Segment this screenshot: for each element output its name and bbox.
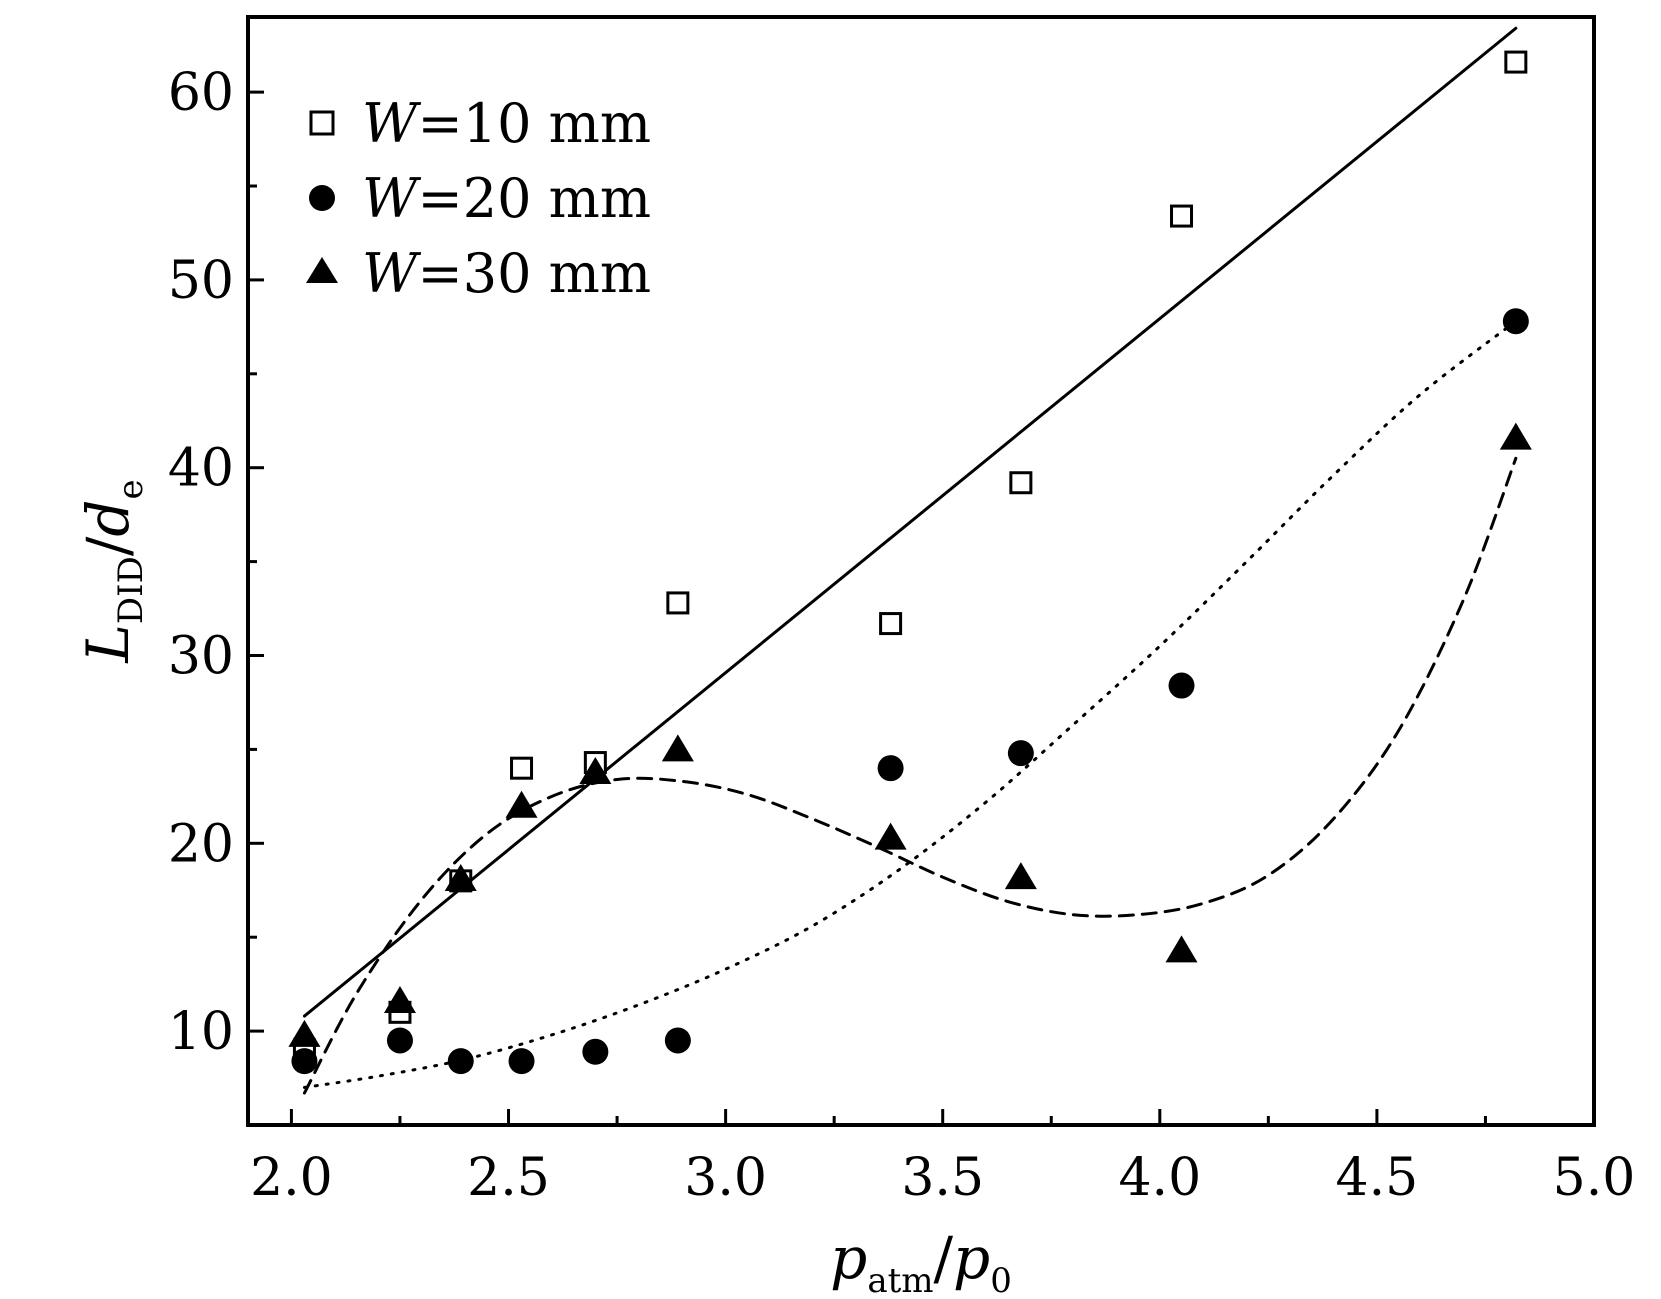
y-axis-title-sep: / — [74, 536, 142, 556]
point-filled-triangle — [383, 986, 416, 1014]
point-filled-circle — [1168, 672, 1195, 699]
point-open-square — [879, 612, 903, 636]
legend-marker-open-square — [309, 110, 335, 136]
point-open-square — [510, 756, 534, 780]
point-filled-circle — [582, 1038, 609, 1065]
axis-tick-labels: 2.0 2.5 3.0 3.5 4.0 4.5 5.0 10 20 30 40 50 60 — [168, 63, 1636, 1208]
fit-line-series-2 — [302, 456, 1518, 1095]
x-axis-title-sub2: 0 — [990, 1261, 1012, 1299]
point-filled-triangle — [444, 863, 477, 891]
y-axis-title-main2: d — [74, 499, 142, 536]
point-filled-triangle — [1004, 862, 1037, 890]
point-filled-circle — [447, 1048, 474, 1075]
point-filled-triangle — [579, 756, 612, 784]
point-filled-circle — [1502, 308, 1529, 335]
fit-line-series-0 — [302, 26, 1518, 1018]
point-filled-triangle — [505, 790, 538, 818]
legend: W=10 mm W=20 mm W=30 mm — [306, 92, 651, 305]
fit-line-series-1 — [302, 319, 1518, 1089]
x-tick-label: 4.5 — [1336, 1148, 1419, 1208]
x-tick-label: 3.0 — [684, 1148, 767, 1208]
x-axis-title-main: p — [830, 1224, 867, 1292]
point-filled-triangle — [661, 734, 694, 762]
x-axis-title-main2: p — [953, 1224, 990, 1292]
x-tick-label: 3.5 — [901, 1148, 984, 1208]
y-tick-label: 10 — [168, 1002, 234, 1062]
point-filled-circle — [664, 1027, 691, 1054]
point-open-square — [1170, 204, 1194, 228]
point-filled-circle — [1007, 740, 1034, 767]
y-axis-title-sub2: e — [111, 479, 151, 499]
x-axis-title: patm/p0 — [830, 1224, 1012, 1299]
y-axis-title-main: L — [74, 624, 142, 664]
point-filled-circle — [291, 1048, 318, 1075]
point-filled-circle — [877, 755, 904, 782]
fit-curves — [302, 26, 1518, 1095]
y-tick-label: 40 — [168, 439, 234, 499]
point-filled-triangle — [1499, 422, 1532, 450]
point-filled-circle — [508, 1048, 535, 1075]
point-open-square — [1009, 471, 1033, 495]
legend-label-w20: W=20 mm — [362, 167, 651, 230]
x-axis-title-sub: atm — [867, 1261, 933, 1299]
point-filled-triangle — [874, 822, 907, 850]
plot-frame — [246, 15, 1596, 1127]
y-tick-label: 60 — [168, 63, 234, 123]
point-filled-circle — [386, 1027, 413, 1054]
x-tick-label: 2.0 — [250, 1148, 333, 1208]
y-tick-label: 50 — [168, 251, 234, 311]
point-open-square — [1504, 50, 1528, 74]
data-points — [288, 50, 1532, 1075]
y-tick-label: 20 — [168, 814, 234, 874]
legend-label-w10: W=10 mm — [362, 92, 651, 155]
y-tick-label: 30 — [168, 627, 234, 687]
axis-ticks — [248, 90, 1596, 1125]
point-filled-triangle — [288, 1019, 321, 1047]
y-axis-title: LDID/de — [74, 479, 151, 663]
x-axis-title-sep: / — [934, 1224, 954, 1292]
y-axis-title-sub: DID — [111, 556, 151, 624]
legend-marker-filled-triangle — [306, 257, 338, 283]
x-tick-label: 2.5 — [467, 1148, 550, 1208]
point-filled-triangle — [1165, 935, 1198, 963]
point-open-square — [666, 591, 690, 615]
x-tick-label: 5.0 — [1553, 1148, 1636, 1208]
x-tick-label: 4.0 — [1118, 1148, 1201, 1208]
legend-marker-filled-circle — [309, 185, 335, 211]
legend-label-w30: W=30 mm — [362, 242, 651, 305]
